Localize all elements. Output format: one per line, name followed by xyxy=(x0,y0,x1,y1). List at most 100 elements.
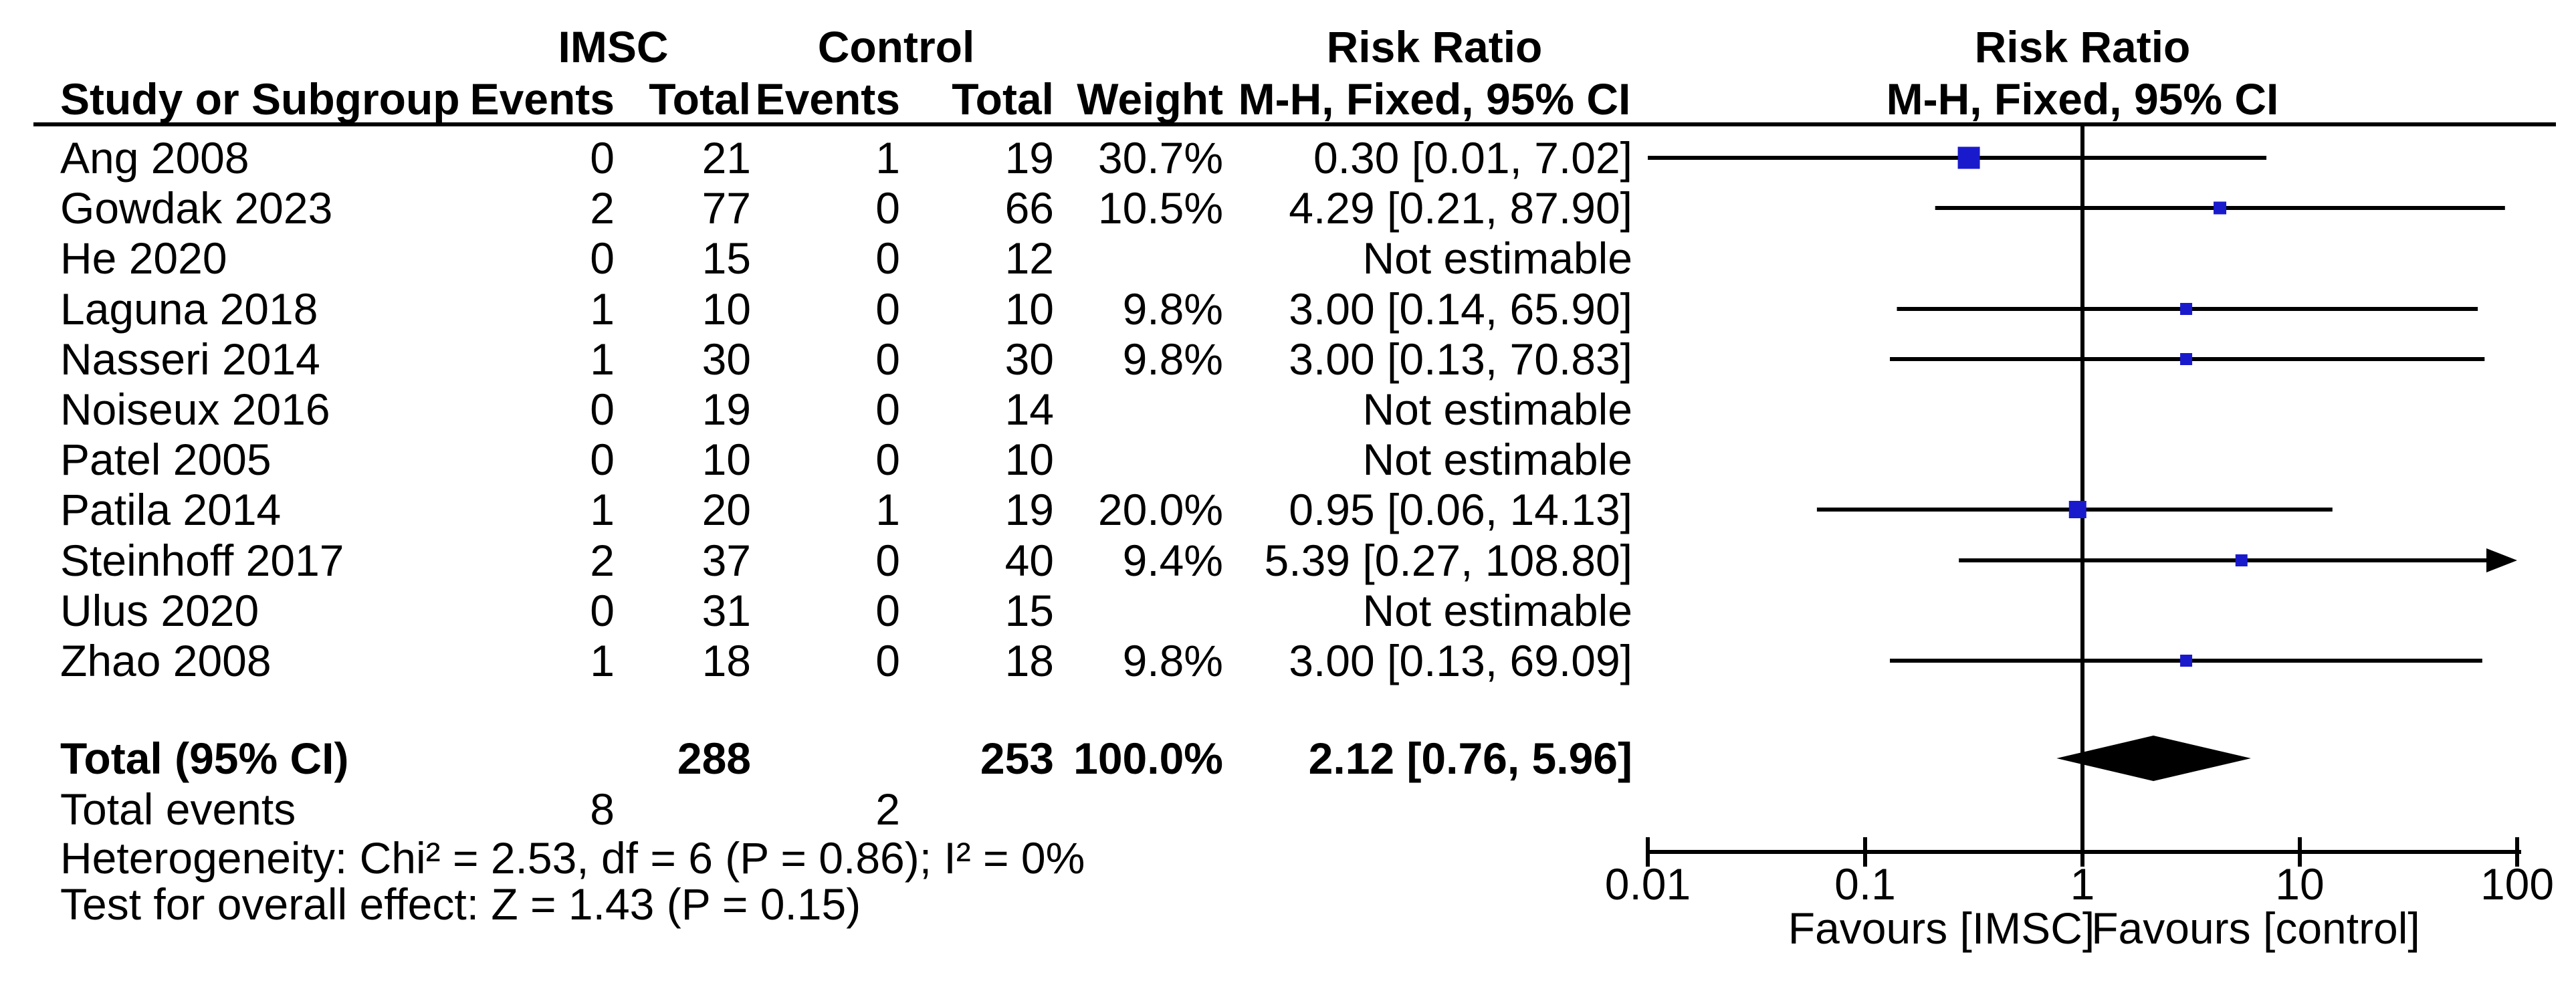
cell-events1: 0 xyxy=(590,586,615,635)
control-group-header: Control xyxy=(817,22,975,72)
cell-total2: 14 xyxy=(1004,385,1054,434)
cell-total1: 20 xyxy=(702,485,751,534)
cell-total1: 19 xyxy=(702,385,751,434)
cell-total1: 10 xyxy=(702,435,751,484)
study-name: Steinhoff 2017 xyxy=(60,536,344,585)
cell-events1: 1 xyxy=(590,485,615,534)
cell-weight: 30.7% xyxy=(1097,133,1223,183)
cell-rr_text: Not estimable xyxy=(1362,435,1632,484)
cell-events1: 0 xyxy=(590,133,615,183)
study-name: He 2020 xyxy=(60,233,227,283)
cell-total2: 12 xyxy=(1004,233,1054,283)
cell-events2: 0 xyxy=(875,435,900,484)
mh-fixed-header: M-H, Fixed, 95% CI xyxy=(1238,74,1631,124)
total-row-label: Total (95% CI) xyxy=(60,734,349,783)
study-name: Nasseri 2014 xyxy=(60,334,320,384)
total-imsc-header: Total xyxy=(649,74,751,124)
study-name: Ulus 2020 xyxy=(60,586,259,635)
cell-rr_text: Not estimable xyxy=(1362,233,1632,283)
axis-tick-label: 10 xyxy=(2275,859,2325,909)
cell-rr_text: Not estimable xyxy=(1362,586,1632,635)
ci-line xyxy=(1648,156,2267,160)
cell-total2: 15 xyxy=(1004,586,1054,635)
cell-events1: 0 xyxy=(590,435,615,484)
cell-total2: 19 xyxy=(1004,133,1054,183)
axis-tick xyxy=(1863,837,1867,867)
axis-tick xyxy=(2515,837,2519,867)
favours-right-label: Favours [control] xyxy=(2091,903,2420,953)
cell-rr_text: 3.00 [0.13, 70.83] xyxy=(1289,334,1632,384)
total-imsc-value: 288 xyxy=(677,734,751,783)
study-subgroup-header: Study or Subgroup xyxy=(60,74,460,124)
favours-left-label: Favours [IMSC] xyxy=(1788,903,2095,953)
cell-weight: 10.5% xyxy=(1097,183,1223,233)
axis-tick-label: 100 xyxy=(2480,859,2555,909)
cell-rr_text: 3.00 [0.13, 69.09] xyxy=(1289,636,1632,685)
effect-marker xyxy=(1957,146,1980,169)
cell-rr_text: 0.95 [0.06, 14.13] xyxy=(1289,485,1632,534)
cell-total1: 15 xyxy=(702,233,751,283)
cell-total1: 31 xyxy=(702,586,751,635)
cell-total1: 77 xyxy=(702,183,751,233)
effect-marker xyxy=(2180,303,2193,315)
cell-rr_text: 3.00 [0.14, 65.90] xyxy=(1289,284,1632,334)
cell-total2: 30 xyxy=(1004,334,1054,384)
cell-total2: 18 xyxy=(1004,636,1054,685)
mh-fixed-plot-header: M-H, Fixed, 95% CI xyxy=(1886,74,2279,124)
cell-events2: 0 xyxy=(875,586,900,635)
axis-tick xyxy=(2080,837,2084,867)
total-events-control-value: 2 xyxy=(875,784,900,834)
cell-total2: 19 xyxy=(1004,485,1054,534)
cell-rr_text: 0.30 [0.01, 7.02] xyxy=(1313,133,1632,183)
cell-total1: 21 xyxy=(702,133,751,183)
total-control-value: 253 xyxy=(980,734,1054,783)
summary-diamond xyxy=(2056,736,2251,781)
events-imsc-header: Events xyxy=(469,74,615,124)
total-weight-value: 100.0% xyxy=(1073,734,1223,783)
axis-tick xyxy=(2298,837,2302,867)
cell-total2: 10 xyxy=(1004,284,1054,334)
study-name: Gowdak 2023 xyxy=(60,183,333,233)
study-name: Patel 2005 xyxy=(60,435,272,484)
cell-total1: 10 xyxy=(702,284,751,334)
effect-marker xyxy=(2068,501,2086,518)
cell-events1: 0 xyxy=(590,385,615,434)
total-events-imsc-value: 8 xyxy=(590,784,615,834)
cell-weight: 20.0% xyxy=(1097,485,1223,534)
effect-marker xyxy=(2180,353,2193,365)
cell-total1: 18 xyxy=(702,636,751,685)
risk-ratio-plot-header: Risk Ratio xyxy=(1974,22,2191,72)
axis-tick-label: 0.1 xyxy=(1834,859,1896,909)
events-control-header: Events xyxy=(755,74,900,124)
cell-events2: 0 xyxy=(875,233,900,283)
cell-events1: 1 xyxy=(590,636,615,685)
heterogeneity-text: Heterogeneity: Chi² = 2.53, df = 6 (P = … xyxy=(60,833,1085,883)
cell-events2: 0 xyxy=(875,536,900,585)
study-name: Noiseux 2016 xyxy=(60,385,330,434)
cell-total1: 37 xyxy=(702,536,751,585)
cell-weight: 9.8% xyxy=(1122,636,1223,685)
cell-events2: 0 xyxy=(875,636,900,685)
imsc-group-header: IMSC xyxy=(558,22,669,72)
cell-total1: 30 xyxy=(702,334,751,384)
cell-events2: 0 xyxy=(875,334,900,384)
cell-rr_text: 4.29 [0.21, 87.90] xyxy=(1289,183,1632,233)
cell-weight: 9.4% xyxy=(1122,536,1223,585)
cell-total2: 10 xyxy=(1004,435,1054,484)
axis-tick-label: 0.01 xyxy=(1604,859,1691,909)
cell-weight: 9.8% xyxy=(1122,334,1223,384)
risk-ratio-header: Risk Ratio xyxy=(1326,22,1543,72)
cell-events2: 1 xyxy=(875,133,900,183)
cell-events1: 0 xyxy=(590,233,615,283)
total-control-header: Total xyxy=(952,74,1054,124)
cell-rr_text: Not estimable xyxy=(1362,385,1632,434)
ci-line xyxy=(1959,558,2486,562)
cell-events1: 1 xyxy=(590,334,615,384)
overall-effect-text: Test for overall effect: Z = 1.43 (P = 0… xyxy=(60,879,861,929)
cell-events1: 2 xyxy=(590,183,615,233)
cell-weight: 9.8% xyxy=(1122,284,1223,334)
total-rr-value: 2.12 [0.76, 5.96] xyxy=(1308,734,1632,783)
axis-tick xyxy=(1646,837,1650,867)
